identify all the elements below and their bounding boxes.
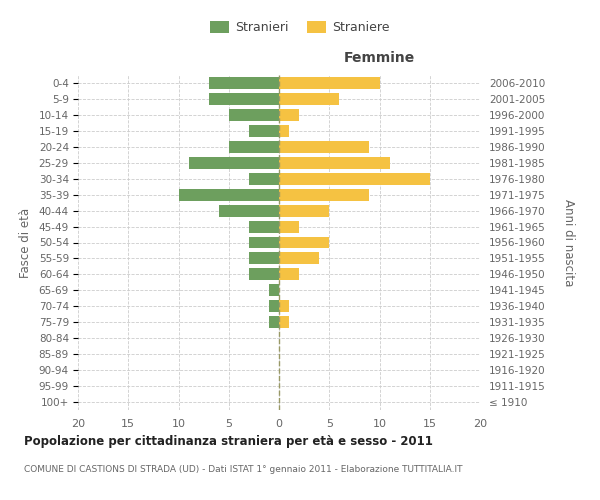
Bar <box>279 316 289 328</box>
Y-axis label: Fasce di età: Fasce di età <box>19 208 32 278</box>
Bar <box>279 125 289 137</box>
Bar <box>279 268 299 280</box>
Y-axis label: Anni di nascita: Anni di nascita <box>562 199 575 286</box>
Bar <box>249 236 279 248</box>
Bar <box>249 252 279 264</box>
Bar <box>279 93 340 105</box>
Bar <box>279 109 299 121</box>
Text: Popolazione per cittadinanza straniera per età e sesso - 2011: Popolazione per cittadinanza straniera p… <box>24 435 433 448</box>
Bar <box>279 220 299 232</box>
Bar <box>279 172 430 184</box>
Bar <box>209 77 279 89</box>
Bar <box>279 252 319 264</box>
Bar <box>269 284 279 296</box>
Bar <box>209 93 279 105</box>
Bar <box>279 204 329 216</box>
Bar <box>229 141 279 153</box>
Bar <box>218 204 279 216</box>
Bar <box>249 220 279 232</box>
Text: COMUNE DI CASTIONS DI STRADA (UD) - Dati ISTAT 1° gennaio 2011 - Elaborazione TU: COMUNE DI CASTIONS DI STRADA (UD) - Dati… <box>24 465 463 474</box>
Bar <box>188 157 279 168</box>
Bar <box>279 188 370 200</box>
Legend: Stranieri, Straniere: Stranieri, Straniere <box>205 16 395 40</box>
Bar <box>279 300 289 312</box>
Bar <box>279 77 380 89</box>
Bar <box>279 157 389 168</box>
Bar <box>229 109 279 121</box>
Bar <box>179 188 279 200</box>
Text: Femmine: Femmine <box>344 51 415 65</box>
Bar <box>249 172 279 184</box>
Bar <box>249 125 279 137</box>
Bar <box>279 141 370 153</box>
Bar <box>269 316 279 328</box>
Bar <box>249 268 279 280</box>
Bar <box>279 236 329 248</box>
Bar <box>269 300 279 312</box>
